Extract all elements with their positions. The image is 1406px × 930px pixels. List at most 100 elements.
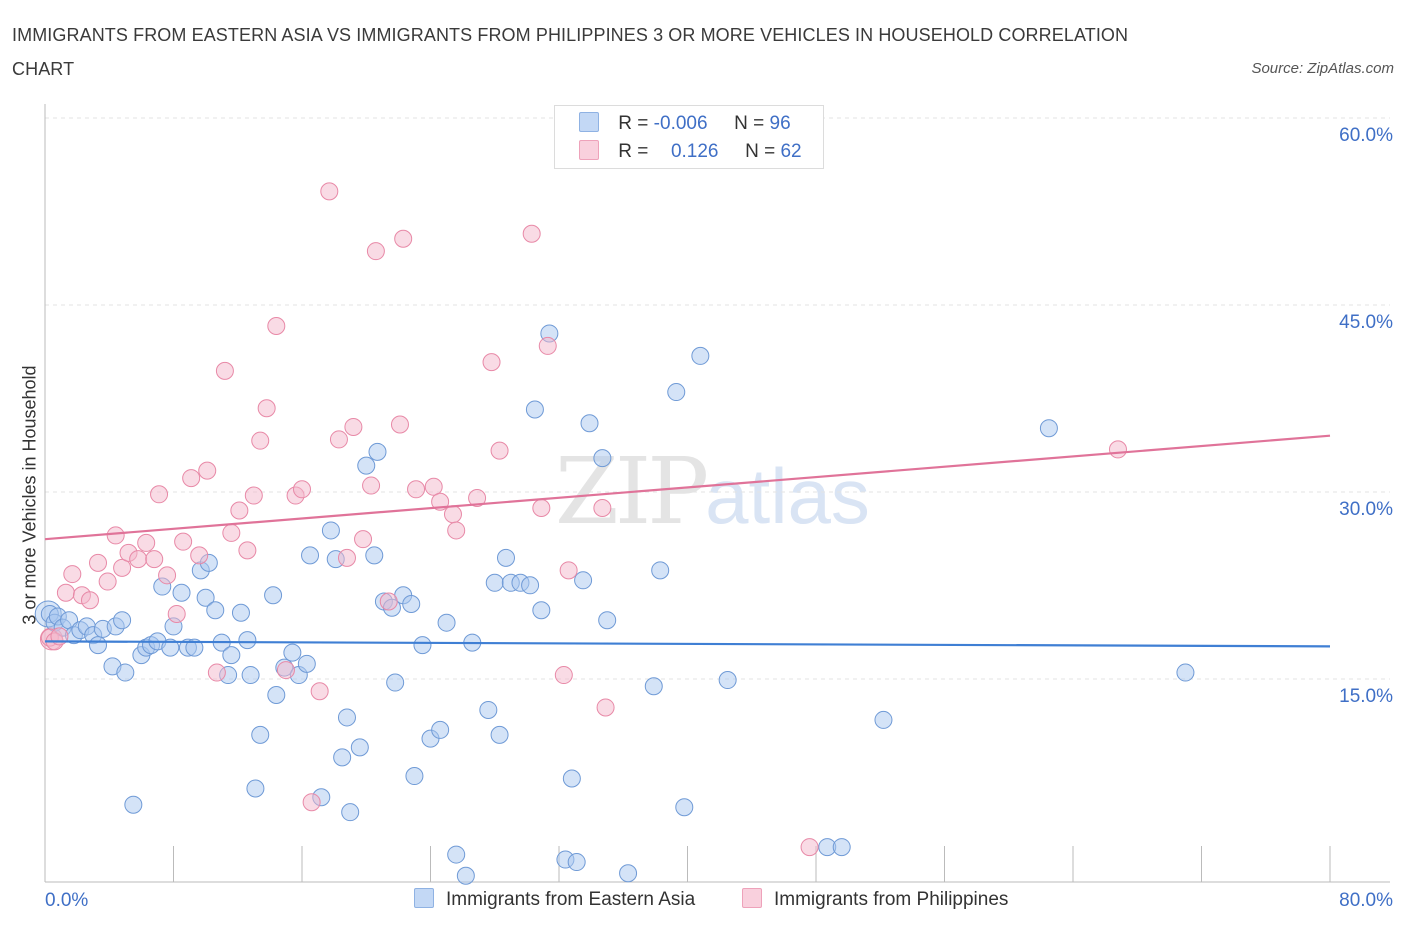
philippines-point <box>267 316 286 335</box>
philippines-point <box>145 550 164 569</box>
source-credit: Source: ZipAtlas.com <box>1251 60 1394 77</box>
eastern-asia-point <box>874 710 893 729</box>
philippines-point <box>198 461 217 480</box>
eastern-asia-point <box>350 738 369 757</box>
philippines-point <box>390 415 409 434</box>
y-tick-label: 60.0% <box>1339 125 1393 146</box>
philippines-point <box>424 477 443 496</box>
legend-item-eastern-asia: Immigrants from Eastern Asia <box>414 888 695 911</box>
philippines-point <box>366 242 385 261</box>
philippines-point <box>207 663 226 682</box>
philippines-point <box>238 541 257 560</box>
eastern-asia-point <box>124 795 143 814</box>
philippines-point <box>98 572 117 591</box>
eastern-asia-point <box>651 561 670 580</box>
philippines-point <box>482 353 501 372</box>
eastern-asia-point <box>337 708 356 727</box>
eastern-asia-point <box>644 677 663 696</box>
philippines-point <box>89 553 108 572</box>
eastern-asia-point <box>267 686 286 704</box>
eastern-asia-point <box>667 383 686 402</box>
eastern-asia-point <box>251 725 270 744</box>
eastern-asia-point <box>185 638 204 657</box>
philippines-point <box>167 604 186 623</box>
eastern-asia-point <box>206 601 225 620</box>
eastern-asia-point <box>357 456 376 475</box>
r-value: 0.126 <box>670 141 719 162</box>
eastern-asia-point <box>490 725 509 744</box>
eastern-asia-point <box>691 346 710 365</box>
philippines-point <box>1108 440 1127 459</box>
blue-swatch <box>579 112 599 132</box>
eastern-asia-point <box>598 611 617 630</box>
legend-label: Immigrants from Philippines <box>774 889 1009 910</box>
philippines-point <box>800 838 819 857</box>
philippines-point <box>293 480 311 499</box>
eastern-asia-point <box>567 853 586 872</box>
eastern-asia-point <box>675 798 694 817</box>
philippines-point <box>182 469 201 488</box>
philippines-point <box>137 533 156 552</box>
eastern-asia-point <box>718 671 737 690</box>
eastern-asia-point <box>580 414 599 433</box>
philippines-point <box>56 583 75 602</box>
blue-swatch <box>414 888 434 908</box>
stats-legend-row-pink: R = 0.126 N = 62 <box>579 140 802 168</box>
philippines-point <box>329 430 348 449</box>
philippines-point <box>522 224 541 243</box>
eastern-asia-point <box>222 646 241 665</box>
philippines-point <box>559 561 578 580</box>
eastern-asia-point <box>116 663 135 682</box>
eastern-asia-point <box>496 548 515 567</box>
eastern-asia-point <box>297 654 316 673</box>
philippines-point <box>190 546 209 565</box>
eastern-asia-point <box>574 571 593 590</box>
watermark-atlas: atlas <box>705 452 870 540</box>
philippines-point <box>276 661 295 680</box>
philippines-point <box>174 532 193 551</box>
x-tick-label-max: 80.0% <box>1339 890 1393 911</box>
philippines-point <box>490 441 509 460</box>
philippines-point <box>320 182 339 201</box>
eastern-asia-point <box>386 673 405 692</box>
eastern-asia-point <box>241 666 260 685</box>
stats-legend: R = -0.006 N = 96 R = 0.126 N = 62 <box>554 105 824 169</box>
y-tick-label: 45.0% <box>1339 312 1393 333</box>
philippines-point <box>215 361 234 380</box>
philippines-point <box>106 526 125 545</box>
y-axis-label: 3 or more Vehicles in Household <box>19 365 40 625</box>
eastern-asia-trend-line <box>44 640 1331 648</box>
eastern-asia-point <box>238 631 257 650</box>
legend-label: Immigrants from Eastern Asia <box>446 889 696 910</box>
r-value: -0.006 <box>653 113 708 134</box>
eastern-asia-point <box>437 613 456 632</box>
eastern-asia-point <box>321 521 340 540</box>
n-value: 62 <box>780 141 802 162</box>
eastern-asia-point <box>283 643 302 662</box>
eastern-asia-point <box>113 611 132 630</box>
eastern-asia-point <box>619 864 638 883</box>
philippines-point <box>80 591 99 610</box>
philippines-point <box>407 480 426 499</box>
x-tick-label-min: 0.0% <box>45 890 89 911</box>
pink-swatch <box>742 888 762 908</box>
eastern-asia-point <box>246 779 265 798</box>
eastern-asia-point <box>368 442 387 461</box>
philippines-point <box>443 505 462 524</box>
philippines-point <box>447 521 466 540</box>
eastern-asia-point <box>562 769 581 788</box>
eastern-asia-point <box>413 636 432 655</box>
n-label: N = <box>745 141 776 162</box>
philippines-point <box>257 399 276 418</box>
eastern-asia-point <box>431 720 450 739</box>
eastern-asia-point <box>405 767 424 786</box>
pink-swatch <box>579 140 599 160</box>
philippines-point <box>244 486 263 505</box>
philippines-point <box>538 336 557 355</box>
eastern-asia-point <box>231 603 250 622</box>
eastern-asia-point <box>341 803 360 822</box>
philippines-point <box>468 489 487 508</box>
philippines-point <box>310 682 329 701</box>
eastern-asia-point <box>485 573 504 592</box>
